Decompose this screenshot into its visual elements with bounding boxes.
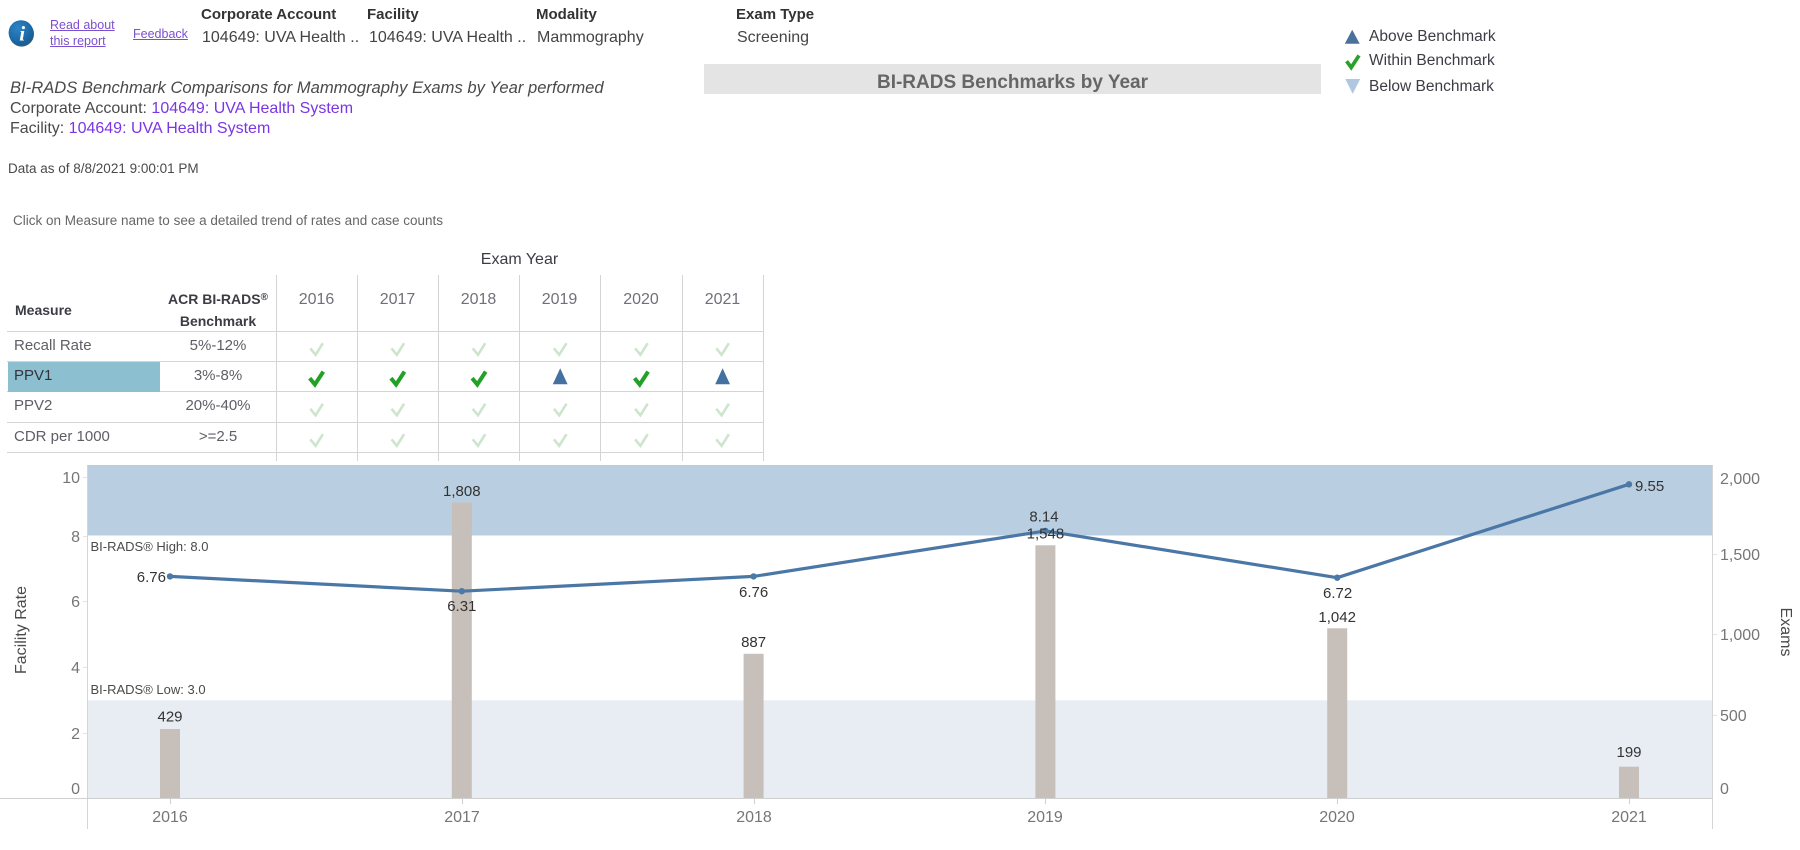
svg-text:Facility Rate: Facility Rate — [13, 586, 30, 674]
svg-text:887: 887 — [741, 634, 766, 651]
svg-text:1,500: 1,500 — [1720, 547, 1760, 564]
svg-text:0: 0 — [71, 781, 80, 798]
svg-text:1,548: 1,548 — [1027, 525, 1065, 542]
svg-text:1,808: 1,808 — [443, 483, 481, 500]
svg-text:BI-RADS® Low: 3.0: BI-RADS® Low: 3.0 — [91, 682, 206, 697]
svg-text:8.14: 8.14 — [1029, 509, 1058, 526]
svg-text:8: 8 — [71, 529, 80, 546]
svg-text:BI-RADS® High: 8.0: BI-RADS® High: 8.0 — [91, 539, 209, 554]
svg-text:2: 2 — [71, 726, 80, 743]
svg-text:2019: 2019 — [1027, 809, 1063, 826]
svg-text:4: 4 — [71, 660, 80, 677]
svg-text:6: 6 — [71, 594, 80, 611]
svg-text:2021: 2021 — [1611, 809, 1647, 826]
svg-text:6.76: 6.76 — [739, 584, 768, 601]
svg-text:6.72: 6.72 — [1323, 585, 1352, 602]
svg-text:6.76: 6.76 — [137, 569, 166, 586]
svg-text:2020: 2020 — [1319, 809, 1355, 826]
svg-text:500: 500 — [1720, 708, 1747, 725]
svg-text:2016: 2016 — [152, 809, 188, 826]
svg-text:10: 10 — [62, 470, 80, 487]
svg-text:0: 0 — [1720, 781, 1729, 798]
svg-text:199: 199 — [1616, 744, 1641, 761]
svg-text:i: i — [19, 22, 25, 46]
svg-text:1,042: 1,042 — [1318, 609, 1356, 626]
svg-text:Exams: Exams — [1777, 608, 1794, 657]
svg-text:2018: 2018 — [736, 809, 772, 826]
svg-text:2017: 2017 — [444, 809, 480, 826]
svg-text:429: 429 — [157, 709, 182, 726]
svg-text:9.55: 9.55 — [1635, 478, 1664, 495]
svg-text:1,000: 1,000 — [1720, 627, 1760, 644]
svg-text:2,000: 2,000 — [1720, 471, 1760, 488]
svg-text:6.31: 6.31 — [447, 598, 476, 615]
